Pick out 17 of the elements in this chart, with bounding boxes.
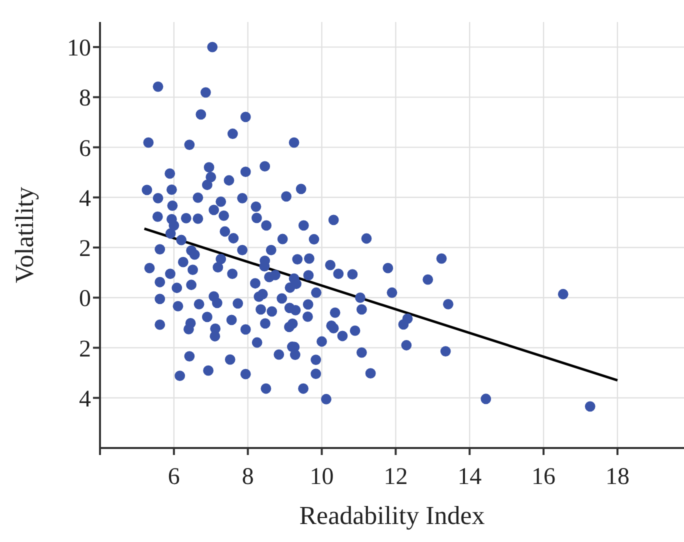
x-tick-label: 18 [605, 464, 630, 490]
y-axis-title: Volatility [10, 186, 40, 284]
y-tick-label: 10 [67, 36, 91, 62]
y-tick-label: 4 [79, 186, 91, 212]
y-tick-label: 2 [79, 236, 91, 262]
x-tick-label: 16 [532, 464, 556, 490]
x-tick-label: 12 [384, 464, 408, 490]
x-tick-label: 8 [242, 464, 254, 490]
x-tick-label: 10 [310, 464, 334, 490]
y-tick-label: 0 [79, 286, 91, 312]
y-tick-label: 2 [79, 336, 91, 362]
x-tick-label: 14 [458, 464, 482, 490]
x-tick-label: 6 [168, 464, 180, 490]
y-tick-label: 6 [79, 136, 91, 162]
y-tick-label: 4 [79, 386, 91, 412]
x-axis-title: Readability Index [299, 501, 485, 530]
y-tick-label: 8 [79, 86, 91, 112]
